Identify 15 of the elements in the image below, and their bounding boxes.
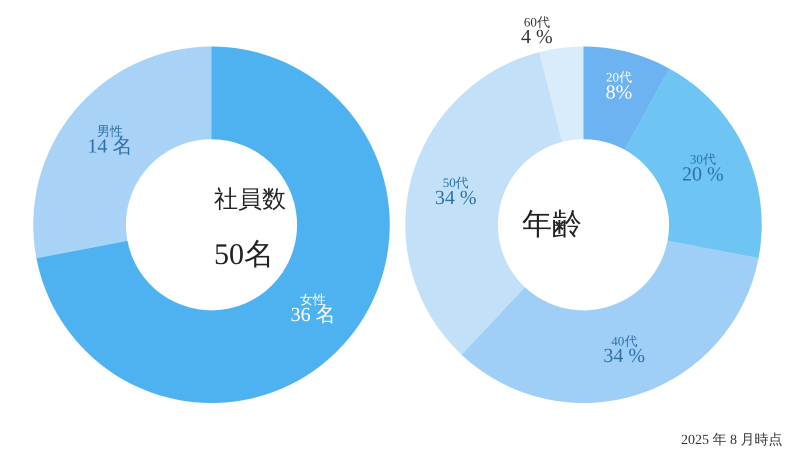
donut-slice xyxy=(539,46,584,142)
donut-slice xyxy=(461,240,759,404)
donut-slice xyxy=(584,46,670,150)
text: 社員数 xyxy=(214,187,286,213)
slice-label: 40代 xyxy=(611,333,638,348)
slice-label: 女性 xyxy=(300,292,326,307)
slice-label: 60代 xyxy=(524,14,550,30)
text: 50名 xyxy=(214,238,274,271)
text: 年齢 xyxy=(522,208,582,241)
slice-label: 男性 xyxy=(96,124,123,139)
slice-label: 20代 xyxy=(606,70,632,85)
donut-slice xyxy=(36,46,390,403)
text: 2025 年 8 月時点 xyxy=(681,432,782,448)
slice-label: 50代 xyxy=(442,175,469,190)
donut-slice xyxy=(34,46,212,258)
